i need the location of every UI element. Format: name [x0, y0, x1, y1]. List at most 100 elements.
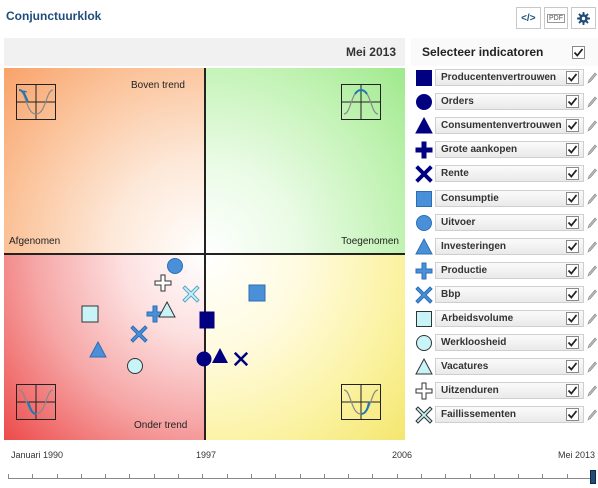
marker-consumptie[interactable] [248, 284, 266, 302]
circle-icon [127, 358, 143, 374]
indicator-toggle[interactable]: Vacatures [435, 358, 584, 375]
triangle-icon [415, 358, 433, 375]
indicator-checkbox[interactable] [566, 71, 579, 84]
marker-uitvoer[interactable] [166, 257, 184, 275]
clock-header: Mei 2013 [4, 38, 405, 66]
indicator-checkbox[interactable] [566, 192, 579, 205]
indicator-checkbox[interactable] [566, 360, 579, 373]
pencil-icon[interactable] [587, 265, 597, 277]
embed-button[interactable]: </> [516, 7, 541, 29]
indicator-toggle[interactable]: Consumptie [435, 190, 584, 207]
indicator-toggle[interactable]: Producentenvertrouwen [435, 69, 584, 86]
square-icon [81, 305, 99, 323]
marker-investeringen[interactable] [89, 341, 107, 359]
business-cycle-clock: Boven trend Afgenomen Toegenomen Onder t… [4, 68, 405, 440]
phase-trough-icon [16, 384, 56, 420]
pencil-icon[interactable] [587, 241, 597, 253]
checkmark-icon [567, 386, 578, 395]
indicator-toggle[interactable]: Rente [435, 165, 584, 182]
indicator-checkbox[interactable] [566, 119, 579, 132]
indicator-label: Producentenvertrouwen [441, 72, 557, 83]
indicator-checkbox[interactable] [566, 288, 579, 301]
timeline-label-2006: 2006 [392, 450, 413, 460]
indicator-checkbox[interactable] [566, 312, 579, 325]
indicator-toggle[interactable]: Werkloosheid [435, 334, 584, 351]
marker-werkloosheid[interactable] [126, 357, 144, 375]
triangle-icon [415, 117, 433, 134]
indicator-checkbox[interactable] [566, 240, 579, 253]
timeline-slider-handle[interactable] [590, 470, 596, 484]
timeline-label-end: Mei 2013 [557, 450, 595, 460]
indicator-checkbox[interactable] [566, 143, 579, 156]
pdf-button[interactable]: PDF [543, 7, 569, 29]
marker-consumentenvertrouwen[interactable] [211, 347, 229, 365]
indicator-checkbox[interactable] [566, 264, 579, 277]
select-all-checkbox[interactable] [572, 46, 585, 59]
indicator-label: Uitvoer [441, 217, 476, 228]
triangle-icon [415, 238, 433, 255]
pencil-icon[interactable] [587, 193, 597, 205]
indicator-checkbox[interactable] [566, 384, 579, 397]
timeline: Januari 1990 1997 2006 Mei 2013 [0, 448, 598, 488]
checkmark-icon [567, 218, 578, 227]
indicator-toggle[interactable]: Consumentenvertrouwen [435, 117, 584, 134]
pencil-icon[interactable] [587, 144, 597, 156]
indicator-label: Uitzenduren [441, 385, 499, 396]
pencil-icon[interactable] [587, 72, 597, 84]
phase-recovery-icon [341, 384, 381, 420]
label-above-trend: Boven trend [131, 80, 185, 91]
pencil-icon[interactable] [587, 168, 597, 180]
square-icon [199, 311, 215, 329]
pencil-icon[interactable] [587, 337, 597, 349]
marker-uitzenduren[interactable] [154, 274, 172, 292]
indicator-checkbox[interactable] [566, 167, 579, 180]
pencil-icon[interactable] [587, 217, 597, 229]
indicator-checkbox[interactable] [566, 408, 579, 421]
indicator-label: Investeringen [441, 241, 507, 252]
marker-productie[interactable] [146, 305, 164, 323]
pdf-label: PDF [547, 13, 565, 23]
square-icon [416, 191, 432, 207]
indicator-checkbox[interactable] [566, 336, 579, 349]
label-increased: Toegenomen [341, 236, 399, 247]
pencil-icon[interactable] [587, 96, 597, 108]
label-below-trend: Onder trend [134, 420, 188, 431]
checkmark-icon [573, 48, 584, 57]
indicator-checkbox[interactable] [566, 95, 579, 108]
quadrant-boom [205, 68, 405, 254]
indicator-toggle[interactable]: Arbeidsvolume [435, 310, 584, 327]
indicator-label: Arbeidsvolume [441, 313, 514, 324]
indicator-toggle[interactable]: Orders [435, 93, 584, 110]
pencil-icon[interactable] [587, 289, 597, 301]
indicator-toggle[interactable]: Faillissementen [435, 406, 584, 423]
circle-icon [196, 351, 212, 367]
plus-icon [415, 141, 433, 159]
plus-icon [415, 262, 433, 280]
marker-rente[interactable] [233, 351, 251, 369]
pencil-icon[interactable] [587, 120, 597, 132]
indicator-toggle[interactable]: Uitvoer [435, 214, 584, 231]
pencil-icon[interactable] [587, 409, 597, 421]
indicator-toggle[interactable]: Investeringen [435, 238, 584, 255]
indicator-toggle[interactable]: Grote aankopen [435, 141, 584, 158]
settings-button[interactable] [571, 7, 597, 29]
pencil-icon[interactable] [587, 385, 597, 397]
pencil-icon[interactable] [587, 361, 597, 373]
indicator-label: Productie [441, 265, 488, 276]
marker-bbp[interactable] [130, 325, 148, 343]
marker-vacatures[interactable] [158, 301, 176, 319]
indicator-row: Bbp [411, 286, 598, 304]
marker-producentenvertrouwen[interactable] [199, 311, 217, 331]
indicator-row: Investeringen [411, 238, 598, 256]
marker-faillissementen[interactable] [182, 285, 200, 303]
pencil-icon[interactable] [587, 313, 597, 325]
indicator-checkbox[interactable] [566, 216, 579, 229]
indicator-toggle[interactable]: Bbp [435, 286, 584, 303]
plus-icon [154, 274, 172, 292]
indicator-label: Faillissementen [441, 409, 517, 420]
marker-arbeidsvolume[interactable] [81, 305, 99, 323]
indicator-toggle[interactable]: Uitzenduren [435, 382, 584, 399]
marker-orders[interactable] [195, 350, 213, 368]
circle-icon [167, 258, 183, 274]
indicator-toggle[interactable]: Productie [435, 262, 584, 279]
